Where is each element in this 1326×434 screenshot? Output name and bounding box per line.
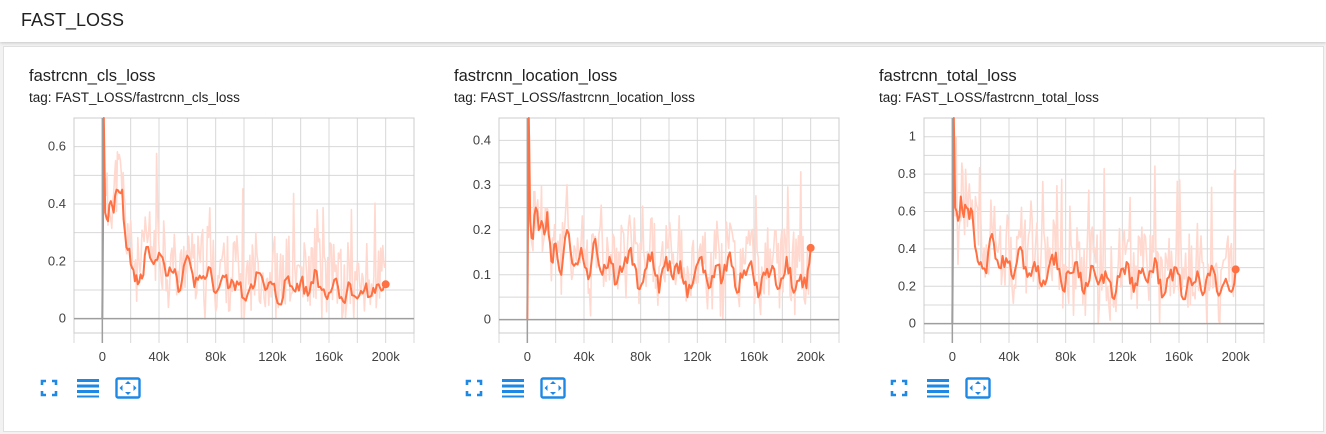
chart-tag: tag: FAST_LOSS/fastrcnn_cls_loss: [29, 90, 240, 105]
fit-domain-icon[interactable]: [540, 375, 566, 401]
chart-svg[interactable]: 0 0.2 0.4 0.6 0.8 1 0 40k 80k 120k 160k 200k: [849, 113, 1294, 373]
x-tick-label: 120k: [1108, 349, 1137, 364]
smoothed-series-line: [951, 117, 1237, 324]
lines-icon[interactable]: [925, 375, 951, 401]
fit-domain-icon[interactable]: [115, 375, 141, 401]
chart-title: fastrcnn_total_loss: [879, 67, 1017, 85]
smoothed-series-line: [526, 117, 812, 320]
x-tick-label: 160k: [1165, 349, 1194, 364]
expand-icon[interactable]: [461, 375, 487, 401]
expand-icon[interactable]: [886, 375, 912, 401]
chart-tag: tag: FAST_LOSS/fastrcnn_location_loss: [454, 90, 695, 105]
x-tick-label: 80k: [205, 349, 226, 364]
y-tick-label: 0.4: [473, 132, 491, 147]
expand-icon[interactable]: [36, 375, 62, 401]
x-tick-label: 40k: [149, 349, 170, 364]
x-tick-label: 200k: [372, 349, 401, 364]
y-tick-label: 1: [909, 129, 916, 144]
x-tick-label: 200k: [1222, 349, 1251, 364]
chart-plot[interactable]: 0 0.1 0.2 0.3 0.4 0 40k 80k 120k 160k 200k: [424, 113, 869, 378]
chart-tag: tag: FAST_LOSS/fastrcnn_total_loss: [879, 90, 1099, 105]
y-tick-label: 0.4: [898, 241, 916, 256]
y-tick-label: 0.2: [48, 253, 66, 268]
lines-icon[interactable]: [75, 375, 101, 401]
chart-svg[interactable]: 0 0.2 0.4 0.6 0 40k 80k 120k 160k 200k: [0, 113, 444, 373]
cards-container: fastrcnn_cls_loss tag: FAST_LOSS/fastrcn…: [3, 46, 1324, 432]
chart-title: fastrcnn_location_loss: [454, 67, 618, 85]
x-tick-label: 160k: [740, 349, 769, 364]
y-tick-label: 0: [484, 312, 491, 327]
raw-series-line: [526, 125, 811, 321]
plot-border: [498, 117, 840, 334]
last-value-point: [806, 243, 815, 252]
last-value-point: [381, 280, 390, 289]
lines-icon[interactable]: [500, 375, 526, 401]
smoothed-series-line: [101, 117, 386, 319]
x-tick-label: 120k: [258, 349, 287, 364]
y-tick-label: 0: [909, 316, 916, 331]
y-tick-label: 0.6: [48, 139, 66, 154]
chart-svg[interactable]: 0 0.1 0.2 0.3 0.4 0 40k 80k 120k 160k 200k: [424, 113, 869, 373]
x-tick-label: 160k: [315, 349, 344, 364]
x-tick-label: 40k: [999, 349, 1020, 364]
x-tick-label: 0: [949, 349, 956, 364]
x-tick-label: 40k: [574, 349, 595, 364]
chart-card-location-loss: fastrcnn_location_loss tag: FAST_LOSS/fa…: [454, 47, 879, 427]
x-tick-label: 80k: [1055, 349, 1076, 364]
chart-plot[interactable]: 0 0.2 0.4 0.6 0.8 1 0 40k 80k 120k 160k 200k: [849, 113, 1294, 378]
y-tick-label: 0.2: [898, 278, 916, 293]
y-tick-label: 0.1: [473, 267, 491, 282]
chart-card-total-loss: fastrcnn_total_loss tag: FAST_LOSS/fastr…: [879, 47, 1304, 427]
plot-border: [923, 117, 1265, 334]
x-tick-label: 80k: [630, 349, 651, 364]
plot-border: [73, 117, 415, 334]
section-header[interactable]: FAST_LOSS: [0, 0, 1326, 42]
y-tick-label: 0.4: [48, 196, 66, 211]
x-tick-label: 120k: [683, 349, 712, 364]
y-tick-label: 0.8: [898, 166, 916, 181]
y-tick-label: 0: [59, 311, 66, 326]
y-tick-label: 0.3: [473, 177, 491, 192]
x-tick-label: 0: [524, 349, 531, 364]
x-tick-label: 0: [99, 349, 106, 364]
last-value-point: [1231, 265, 1240, 274]
y-tick-label: 0.6: [898, 203, 916, 218]
section-title: FAST_LOSS: [21, 10, 125, 30]
chart-title: fastrcnn_cls_loss: [29, 67, 156, 85]
chart-plot[interactable]: 0 0.2 0.4 0.6 0 40k 80k 120k 160k 200k: [0, 113, 444, 378]
fit-domain-icon[interactable]: [965, 375, 991, 401]
y-tick-label: 0.2: [473, 222, 491, 237]
chart-card-cls-loss: fastrcnn_cls_loss tag: FAST_LOSS/fastrcn…: [29, 47, 454, 427]
x-tick-label: 200k: [797, 349, 826, 364]
